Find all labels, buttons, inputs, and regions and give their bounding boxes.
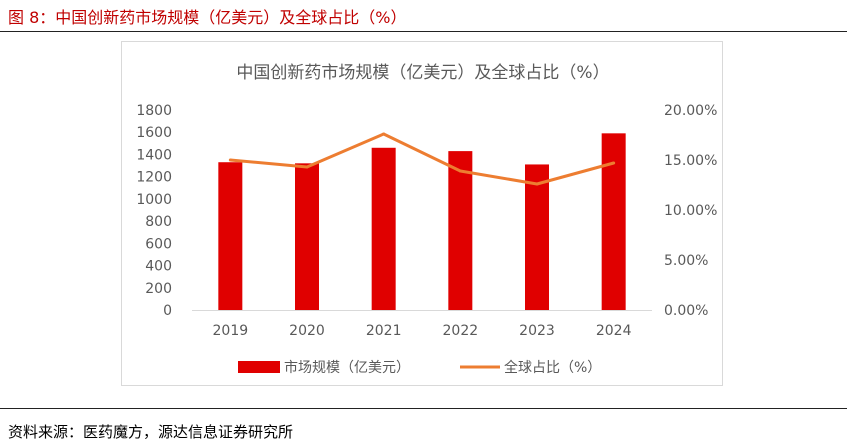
chart-title: 中国创新药市场规模（亿美元）及全球占比（%） — [236, 63, 609, 83]
bar-2021 — [371, 147, 396, 310]
bar-2022 — [448, 151, 473, 310]
figure-title: 图 8：中国创新药市场规模（亿美元）及全球占比（%） — [8, 8, 407, 27]
bar-2020 — [295, 163, 319, 310]
left-axis-tick-label: 1200 — [136, 170, 172, 186]
x-axis-tick-label: 2023 — [519, 323, 555, 339]
legend-swatch-bar — [238, 361, 280, 373]
bar-2019 — [218, 162, 243, 310]
x-axis-tick-label: 2020 — [289, 323, 325, 339]
x-axis-tick-label: 2022 — [443, 323, 479, 339]
x-axis-tick-label: 2019 — [213, 323, 249, 339]
share-point-2024 — [612, 161, 616, 165]
right-axis-tick-label: 15.00% — [664, 153, 717, 169]
bar-2023 — [525, 164, 549, 310]
legend-label-bar: 市场规模（亿美元） — [284, 359, 410, 376]
left-axis-tick-label: 0 — [163, 303, 172, 319]
left-axis-tick-label: 200 — [145, 281, 172, 297]
right-axis-tick-label: 5.00% — [664, 253, 708, 269]
chart-area: 中国创新药市场规模（亿美元）及全球占比（%） 0 200 400 600 800 1000 1… — [121, 41, 723, 386]
share-line — [230, 132, 615, 186]
right-axis-tick-label: 0.00% — [664, 303, 708, 319]
combo-chart: 中国创新药市场规模（亿美元）及全球占比（%） 0 200 400 600 800 1000 1… — [136, 63, 717, 376]
top-divider — [0, 31, 847, 32]
share-point-2021 — [382, 132, 386, 136]
bottom-divider — [0, 408, 847, 409]
source-note: 资料来源：医药魔方，源达信息证券研究所 — [8, 423, 294, 441]
share-point-2019 — [228, 158, 232, 162]
legend-label-line: 全球占比（%） — [504, 359, 601, 376]
left-axis-tick-label: 1600 — [136, 125, 172, 141]
right-axis-tick-label: 20.00% — [664, 103, 717, 119]
x-axis-tick-label: 2021 — [366, 323, 402, 339]
share-point-2022 — [458, 169, 462, 173]
share-point-2020 — [305, 165, 309, 169]
share-point-2023 — [535, 182, 539, 186]
left-axis-tick-label: 1000 — [136, 192, 172, 208]
left-axis-tick-label: 1800 — [136, 103, 172, 119]
right-axis-tick-label: 10.00% — [664, 203, 717, 219]
left-axis-tick-label: 1400 — [136, 147, 172, 163]
left-axis-tick-label: 600 — [145, 236, 172, 252]
bar-2024 — [601, 133, 626, 310]
left-axis-tick-label: 800 — [145, 214, 172, 230]
x-axis-tick-label: 2024 — [596, 323, 632, 339]
left-axis-tick-label: 400 — [145, 259, 172, 275]
